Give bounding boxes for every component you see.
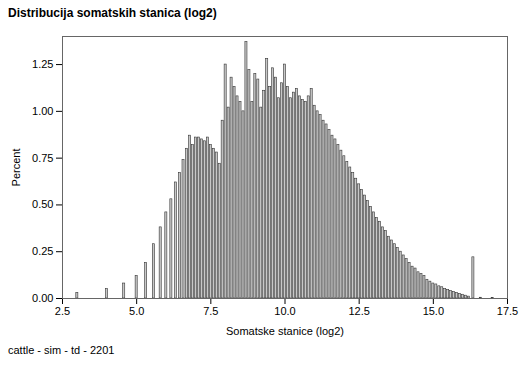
svg-text:1.25: 1.25	[32, 58, 53, 70]
svg-text:2.5: 2.5	[55, 305, 70, 317]
svg-text:0.50: 0.50	[32, 198, 53, 210]
html-text:Distribucija somatskih stanica: Distribucija somatskih stanica (log2)	[8, 6, 217, 20]
html-text:cattle - sim - td - 2201: cattle - sim - td - 2201	[8, 344, 115, 356]
svg-text:0.75: 0.75	[32, 152, 53, 164]
svg-text:0.25: 0.25	[32, 245, 53, 257]
svg-text:15.0: 15.0	[423, 305, 444, 317]
svg-text:Somatske stanice (log2): Somatske stanice (log2)	[226, 325, 344, 337]
svg-text:12.5: 12.5	[348, 305, 369, 317]
svg-text:0.00: 0.00	[32, 292, 53, 304]
svg-text:Percent: Percent	[10, 149, 22, 187]
svg-text:17.5: 17.5	[497, 305, 518, 317]
svg-text:7.5: 7.5	[203, 305, 218, 317]
svg-text:10.0: 10.0	[274, 305, 295, 317]
svg-text:1.00: 1.00	[32, 105, 53, 117]
svg-text:5.0: 5.0	[129, 305, 144, 317]
